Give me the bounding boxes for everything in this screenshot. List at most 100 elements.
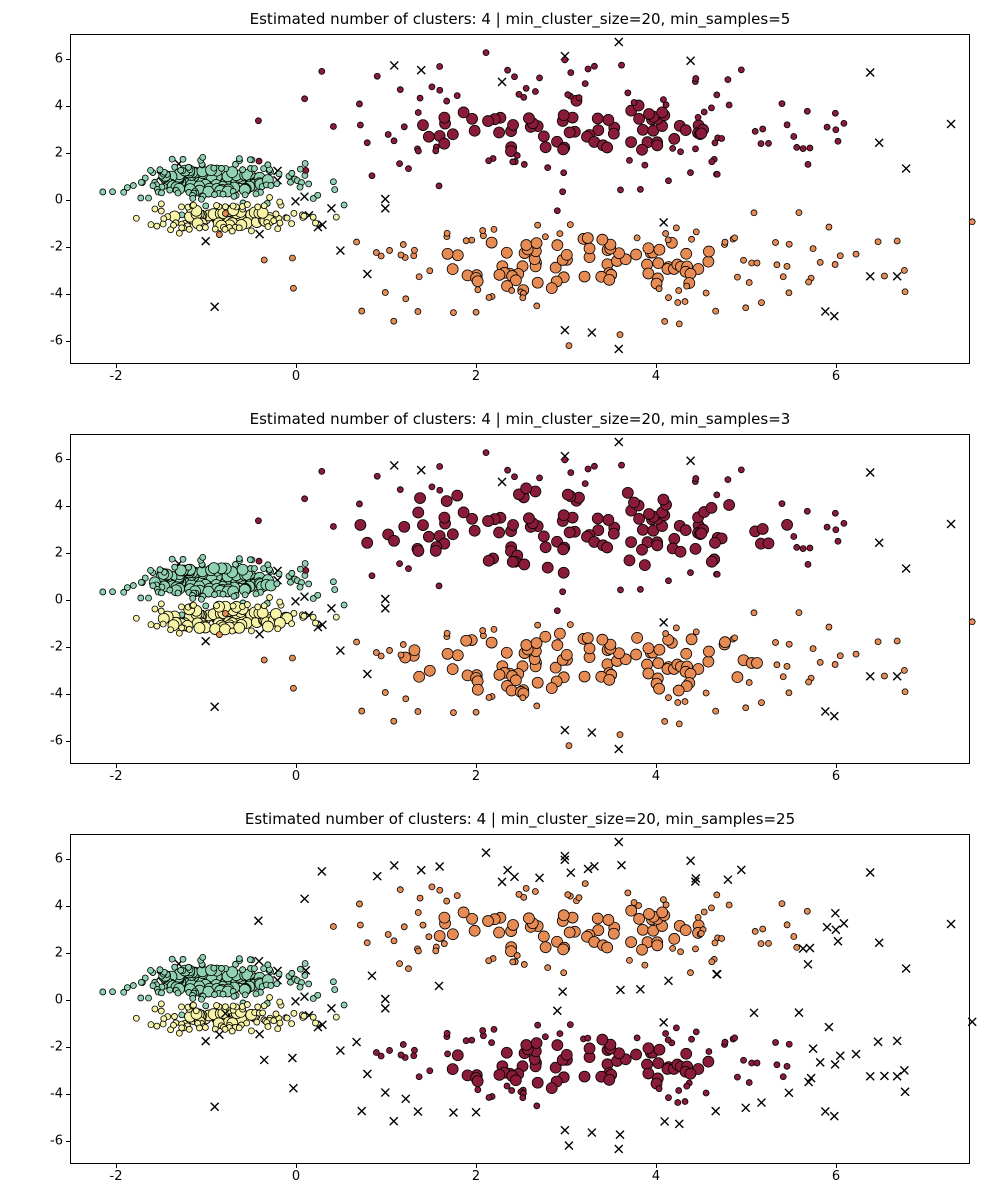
scatter-point <box>514 953 520 959</box>
scatter-point <box>341 602 347 608</box>
scatter-point <box>751 610 757 616</box>
scatter-point <box>689 236 695 242</box>
scatter-point <box>444 230 450 236</box>
scatter-point <box>121 589 127 595</box>
scatter-point <box>631 249 642 260</box>
scatter-point <box>637 186 643 192</box>
scatter-point <box>516 891 522 897</box>
scatter-point <box>714 171 720 177</box>
scatter-point <box>169 956 175 962</box>
scatter-point <box>631 900 637 906</box>
scatter-point <box>564 527 575 538</box>
scatter-point <box>564 127 575 138</box>
scatter-point <box>413 507 424 518</box>
scatter-point <box>682 1099 688 1105</box>
scatter-point <box>417 95 423 101</box>
scatter-point <box>267 994 273 1000</box>
noise-point <box>866 869 874 877</box>
scatter-point <box>631 100 637 106</box>
scatter-point <box>602 942 613 953</box>
scatter-point <box>693 475 699 481</box>
scatter-point <box>489 1040 495 1046</box>
noise-point <box>724 876 732 884</box>
scatter-point <box>277 199 283 205</box>
scatter-point <box>584 643 595 654</box>
scatter-point <box>373 650 379 656</box>
noise-point <box>785 1089 793 1097</box>
scatter-point <box>791 134 797 140</box>
scatter-point <box>786 241 792 247</box>
scatter-point <box>458 107 469 118</box>
scatter-point <box>330 924 336 930</box>
scatter-point <box>508 120 519 131</box>
scatter-point <box>262 621 273 632</box>
noise-point <box>336 1047 344 1055</box>
scatter-point <box>417 120 428 131</box>
scatter-point <box>369 173 375 179</box>
scatter-point <box>510 159 516 165</box>
scatter-point <box>242 992 248 998</box>
scatter-point <box>237 564 248 575</box>
scatter-point <box>703 646 714 657</box>
scatter-point <box>429 884 435 890</box>
scatter-point <box>521 1040 532 1051</box>
noise-point <box>211 703 219 711</box>
scatter-point <box>415 110 421 116</box>
scatter-point <box>608 528 619 539</box>
scatter-point <box>726 102 732 108</box>
scatter-point <box>442 248 453 259</box>
noise-point <box>742 1104 750 1112</box>
noise-point <box>834 937 842 945</box>
scatter-point <box>265 162 271 168</box>
scatter-point <box>138 579 144 585</box>
noise-point <box>498 878 506 886</box>
xtick-label: -2 <box>110 369 123 384</box>
scatter-point <box>832 661 838 667</box>
scatter-point <box>835 538 841 544</box>
scatter-point <box>494 527 505 538</box>
scatter-point <box>436 583 442 589</box>
scatter-point <box>433 948 439 954</box>
scatter-point <box>665 237 671 243</box>
scatter-point <box>703 1056 714 1067</box>
scatter-point <box>532 277 543 288</box>
noise-point <box>687 457 695 465</box>
scatter-point <box>602 542 613 553</box>
scatter-point <box>230 603 236 609</box>
axes-frame: -20246-6-4-20246 <box>70 834 970 1164</box>
noise-point <box>435 982 443 990</box>
scatter-point <box>157 567 163 573</box>
scatter-point <box>218 965 224 971</box>
scatter-point <box>255 204 261 210</box>
scatter-point <box>779 101 785 107</box>
noise-point <box>559 988 567 996</box>
noise-point <box>381 1004 389 1012</box>
scatter-point <box>692 946 698 952</box>
scatter-point <box>110 189 116 195</box>
scatter-point <box>833 527 839 533</box>
scatter-point <box>773 1039 779 1045</box>
noise-point <box>825 1023 833 1031</box>
ytick-label: -6 <box>50 734 63 749</box>
scatter-point <box>561 170 567 176</box>
scatter-point <box>656 286 662 292</box>
scatter-point <box>505 67 511 73</box>
scatter-point <box>654 683 665 694</box>
scatter-point <box>160 221 166 227</box>
scatter-point <box>276 171 282 177</box>
scatter-point <box>157 967 163 973</box>
scatter-point <box>458 507 469 518</box>
scatter-point <box>133 615 139 621</box>
scatter-point <box>663 1031 669 1037</box>
xtick-label: 4 <box>652 1169 660 1184</box>
scatter-point <box>341 1002 347 1008</box>
noise-point <box>288 1054 296 1062</box>
scatter-point <box>626 957 632 963</box>
scatter-point <box>545 965 551 971</box>
noise-point <box>866 1072 874 1080</box>
scatter-point <box>784 1063 790 1069</box>
scatter-point <box>251 166 257 172</box>
scatter-point <box>273 1011 279 1017</box>
scatter-point <box>619 62 625 68</box>
scatter-point <box>256 558 262 564</box>
